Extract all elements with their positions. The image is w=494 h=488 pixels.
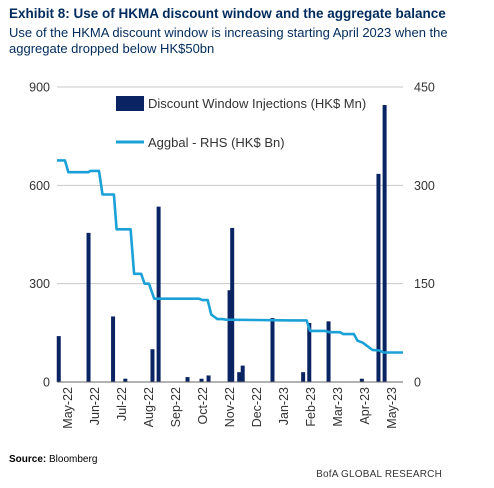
x-tick-label-0: May-22 <box>61 387 75 429</box>
x-tick-label-11: Apr-23 <box>358 387 372 425</box>
legend-label-bars: Discount Window Injections (HK$ Mn) <box>148 96 366 111</box>
x-tick-label-4: Sep-22 <box>169 387 183 427</box>
bar-9 <box>227 290 232 382</box>
bar-2 <box>111 316 116 382</box>
x-tick-label-1: Jun-22 <box>88 387 102 425</box>
research-credit: BofA GLOBAL RESEARCH <box>316 469 442 480</box>
bar-5 <box>156 206 161 382</box>
x-tick-label-8: Jan-23 <box>277 387 291 425</box>
right-tick-label-2: 300 <box>414 179 435 193</box>
x-tick-label-3: Aug-22 <box>142 387 156 427</box>
x-tick-label-12: May-23 <box>385 387 399 429</box>
bar-15 <box>307 323 312 382</box>
bar-17 <box>359 378 364 382</box>
bar-4 <box>150 349 155 382</box>
right-tick-label-1: 150 <box>414 277 435 291</box>
left-tick-label-3: 900 <box>29 81 50 95</box>
chart-subtitle: Use of the HKMA discount window is incre… <box>9 25 448 56</box>
x-tick-label-9: Feb-23 <box>304 387 318 427</box>
source-text: Bloomberg <box>49 454 98 465</box>
bar-6 <box>185 377 190 382</box>
x-tick-label-2: Jul-22 <box>115 387 129 421</box>
bar-12 <box>240 365 245 382</box>
x-tick-label-7: Dec-22 <box>250 387 264 427</box>
bar-3 <box>123 378 128 382</box>
bar-1 <box>86 232 91 382</box>
bar-11 <box>237 372 242 382</box>
bar-16 <box>326 321 331 382</box>
left-tick-label-0: 0 <box>43 376 50 390</box>
bar-18 <box>376 173 381 382</box>
x-tick-label-6: Nov-22 <box>223 387 237 427</box>
left-tick-label-1: 300 <box>29 277 50 291</box>
x-tick-label-5: Oct-22 <box>196 387 210 425</box>
legend-label-line: Aggbal - RHS (HK$ Bn) <box>148 135 285 150</box>
bar-7 <box>199 378 204 382</box>
bar-8 <box>206 375 211 382</box>
bar-19 <box>382 105 387 383</box>
legend: Discount Window Injections (HK$ Mn) Aggba… <box>116 96 366 150</box>
line-aggbal <box>57 159 403 354</box>
x-tick-labels: May-22 Jun-22 Jul-22 Aug-22 Sep-22 Oct-22 Nov-… <box>61 387 399 429</box>
right-tick-label-0: 0 <box>414 376 421 390</box>
legend-swatch-bars <box>116 96 144 111</box>
source-label: Source: <box>9 454 47 465</box>
bar-0 <box>56 336 61 382</box>
bar-14 <box>301 372 306 382</box>
left-tick-label-2: 600 <box>29 179 50 193</box>
right-tick-label-3: 450 <box>414 81 435 95</box>
source-note: Source: Bloomberg <box>9 454 97 465</box>
bar-13 <box>270 318 275 382</box>
bar-10 <box>230 227 235 382</box>
x-tick-label-10: Mar-23 <box>331 387 345 427</box>
chart-title: Exhibit 8: Use of HKMA discount window a… <box>9 6 446 21</box>
